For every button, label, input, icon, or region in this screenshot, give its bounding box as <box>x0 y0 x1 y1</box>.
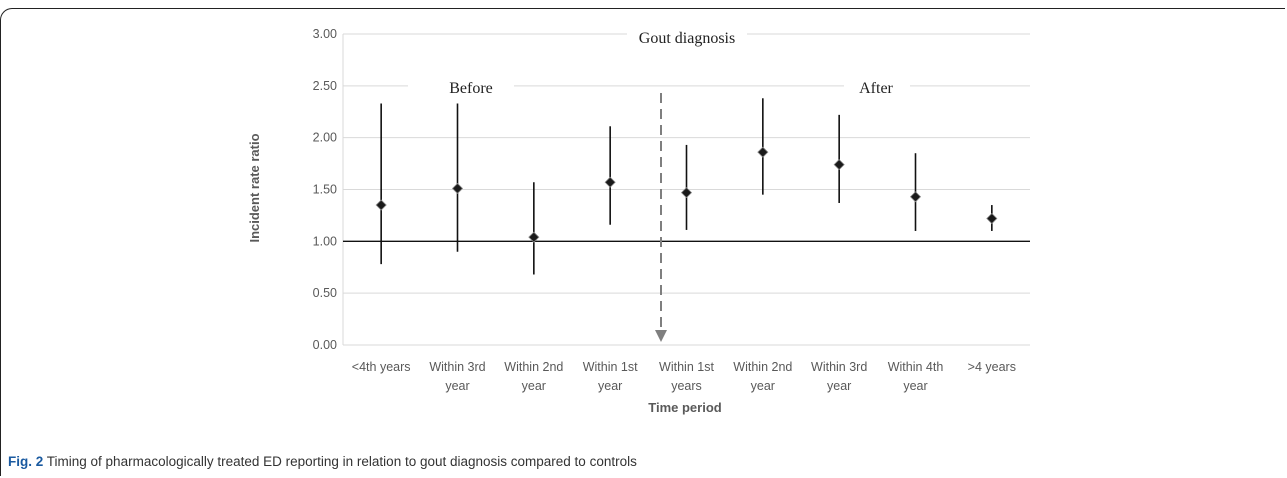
x-tick-label: >4 years <box>968 360 1016 374</box>
y-tick-labels: 0.00 0.50 1.00 1.50 2.00 2.50 3.00 <box>313 27 337 352</box>
x-tick-label: year <box>751 379 775 393</box>
x-tick-labels: <4th years Within 3rd year Within 2nd year Wi… <box>352 360 1016 393</box>
caption-label: Fig. 2 <box>8 454 44 469</box>
y-axis-title: Incident rate ratio <box>247 133 262 242</box>
point-marker <box>528 231 540 243</box>
x-tick-label: Within 2nd <box>504 360 563 374</box>
gout-diagnosis-label: Gout diagnosis <box>639 30 735 47</box>
x-tick-label: Within 1st <box>659 360 714 374</box>
y-tick-label: 0.00 <box>313 338 337 352</box>
point-marker <box>680 187 693 199</box>
x-tick-label: year <box>827 379 851 393</box>
x-tick-label: year <box>445 379 469 393</box>
point-marker <box>986 212 998 225</box>
figure-caption: Fig. 2 Timing of pharmacologically treat… <box>8 454 1278 469</box>
annotation-group: Before Gout diagnosis After <box>408 26 910 342</box>
y-tick-label: 2.50 <box>313 79 337 93</box>
x-tick-label: year <box>903 379 927 393</box>
point-marker <box>375 199 387 211</box>
x-axis-title: Time period <box>648 400 722 415</box>
after-label-bg <box>844 74 910 96</box>
y-tick-label: 0.50 <box>313 286 337 300</box>
figure-frame <box>0 8 1285 476</box>
y-tick-label: 1.50 <box>313 183 337 197</box>
point-marker <box>757 146 769 158</box>
caption-text: Timing of pharmacologically treated ED r… <box>46 454 637 469</box>
point-marker <box>833 159 845 171</box>
x-tick-label: Within 1st <box>583 360 638 374</box>
point-marker <box>451 182 464 195</box>
gout-diagnosis-arrow-head <box>655 330 667 342</box>
point-marker <box>909 191 922 203</box>
y-tick-label: 1.00 <box>313 234 337 248</box>
y-tick-label: 2.00 <box>313 131 337 145</box>
x-tick-label: years <box>671 379 702 393</box>
after-label: After <box>859 80 893 97</box>
x-tick-label: Within 4th <box>888 360 944 374</box>
gout-diagnosis-label-bg <box>627 26 747 48</box>
x-tick-label: year <box>522 379 546 393</box>
before-label-bg <box>408 74 514 96</box>
x-tick-label: <4th years <box>352 360 411 374</box>
point-marker <box>604 176 616 188</box>
x-tick-label: Within 3rd <box>811 360 867 374</box>
data-marks <box>375 98 998 275</box>
y-tick-label: 3.00 <box>313 27 337 41</box>
x-tick-label: Within 3rd <box>429 360 485 374</box>
x-tick-label: year <box>598 379 622 393</box>
x-tick-label: Within 2nd <box>733 360 792 374</box>
before-label: Before <box>449 80 493 97</box>
